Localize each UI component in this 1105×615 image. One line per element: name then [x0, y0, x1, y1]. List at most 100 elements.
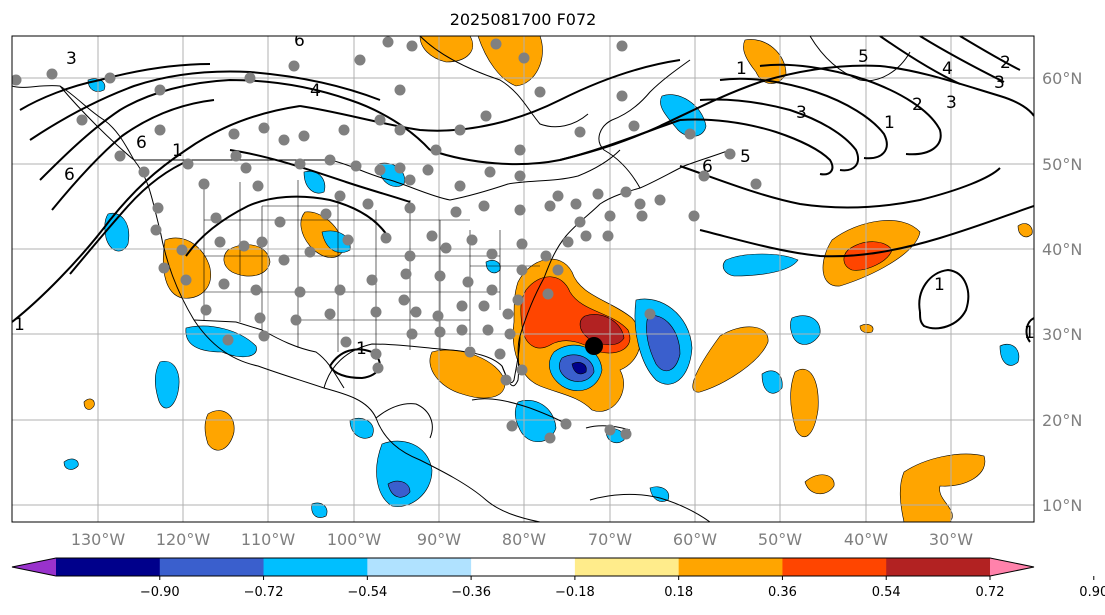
- colorbar-segment: [367, 558, 472, 576]
- station-dot: [350, 160, 362, 172]
- contour-label: 6: [294, 31, 305, 51]
- station-dot: [198, 178, 210, 190]
- contour-label: 3: [946, 93, 957, 113]
- colorbar-tick-label: 0.72: [976, 585, 1005, 600]
- anomaly-blob-central-america-core: [387, 480, 411, 498]
- station-dot: [382, 36, 394, 48]
- contour-label: 4: [942, 59, 953, 79]
- station-dot: [374, 164, 386, 176]
- station-dot: [252, 180, 264, 192]
- lon-label: 100°W: [327, 530, 382, 549]
- anomaly-blob-arctic-3: [743, 39, 787, 84]
- lon-label: 50°W: [758, 530, 802, 549]
- station-dot: [540, 250, 552, 262]
- station-dot: [410, 306, 422, 318]
- station-dot: [406, 40, 418, 52]
- station-dot: [218, 278, 230, 290]
- station-dot: [478, 200, 490, 212]
- station-dot: [404, 250, 416, 262]
- station-dot: [482, 324, 494, 336]
- contour-east-5: [759, 63, 942, 156]
- station-dot: [544, 200, 556, 212]
- colorbar-tick-label: 0.36: [768, 585, 797, 600]
- alaska: [12, 85, 135, 161]
- station-dot: [602, 230, 614, 242]
- figure-title: 2025081700 F072: [450, 10, 597, 29]
- station-dot: [370, 348, 382, 360]
- station-dot: [516, 238, 528, 250]
- lon-label: 110°W: [241, 530, 296, 549]
- station-dot: [512, 294, 524, 306]
- station-dot: [182, 158, 194, 170]
- lon-label: 130°W: [71, 530, 126, 549]
- station-dot: [432, 310, 444, 322]
- station-dot: [514, 170, 526, 182]
- anomaly-blob-atlantic-mid-3: [761, 370, 783, 394]
- station-dot: [320, 208, 332, 220]
- contour-ne-2: [959, 36, 1021, 71]
- anomaly-blob-atlantic-east-of-storm-mid: [646, 315, 681, 372]
- contour-label: 6: [702, 157, 713, 177]
- colorbar-segment: [263, 558, 368, 576]
- station-dot: [552, 264, 564, 276]
- station-dot: [214, 236, 226, 248]
- colorbar-tick-label: −0.18: [555, 585, 595, 600]
- station-dot: [274, 216, 286, 228]
- station-dot: [290, 314, 302, 326]
- station-dot: [620, 186, 632, 198]
- station-dot: [486, 248, 498, 260]
- lon-label: 80°W: [502, 530, 546, 549]
- station-dot: [500, 374, 512, 386]
- station-dot: [478, 300, 490, 312]
- lat-label: 50°N: [1042, 155, 1082, 174]
- station-dot: [430, 144, 442, 156]
- anomaly-blob-atlantic-mid-2: [790, 315, 821, 345]
- station-dot: [592, 188, 604, 200]
- lon-label: 120°W: [156, 530, 211, 549]
- station-dot: [154, 84, 166, 96]
- contour-label: 3: [66, 49, 77, 69]
- station-dot: [12, 74, 22, 86]
- station-dot: [724, 148, 736, 160]
- colorbar-tick-label: 0.90: [1079, 585, 1105, 600]
- station-dot: [552, 190, 564, 202]
- station-dot: [104, 72, 116, 84]
- station-dot: [324, 154, 336, 166]
- contour-east-6: [679, 165, 1001, 209]
- contour-label: 6: [64, 165, 75, 185]
- station-dot: [574, 216, 586, 228]
- contour-label: 5: [858, 47, 869, 67]
- colorbar-segment: [471, 558, 576, 576]
- station-dot: [434, 326, 446, 338]
- lon-label: 70°W: [588, 530, 632, 549]
- station-dot: [380, 232, 392, 244]
- contour-label: 3: [796, 103, 807, 123]
- station-dot: [258, 122, 270, 134]
- cuba: [471, 398, 571, 427]
- station-dot: [404, 174, 416, 186]
- anomaly-blob-arctic-1: [419, 36, 474, 63]
- station-dot: [644, 308, 656, 320]
- station-dot: [294, 286, 306, 298]
- station-dot: [278, 134, 290, 146]
- station-dot: [464, 346, 476, 358]
- contour-label: 4: [310, 81, 321, 101]
- station-dot: [228, 128, 240, 140]
- lon-label: 90°W: [417, 530, 461, 549]
- contour-label: 1: [736, 59, 747, 79]
- station-dot: [394, 124, 406, 136]
- station-dot: [304, 246, 316, 258]
- station-dot: [324, 308, 336, 320]
- station-dot: [634, 198, 646, 210]
- lat-label: 10°N: [1042, 496, 1082, 515]
- station-dot: [440, 242, 452, 254]
- station-dot: [484, 166, 496, 178]
- anomaly-blob-pacific-south-2: [311, 502, 328, 518]
- greenland-south: [809, 36, 911, 82]
- contour-east-4: [719, 77, 888, 160]
- contour-east-7: [699, 205, 1034, 258]
- contour-label: 2: [912, 95, 923, 115]
- contour-east-1: [559, 64, 1034, 161]
- station-dot: [340, 336, 352, 348]
